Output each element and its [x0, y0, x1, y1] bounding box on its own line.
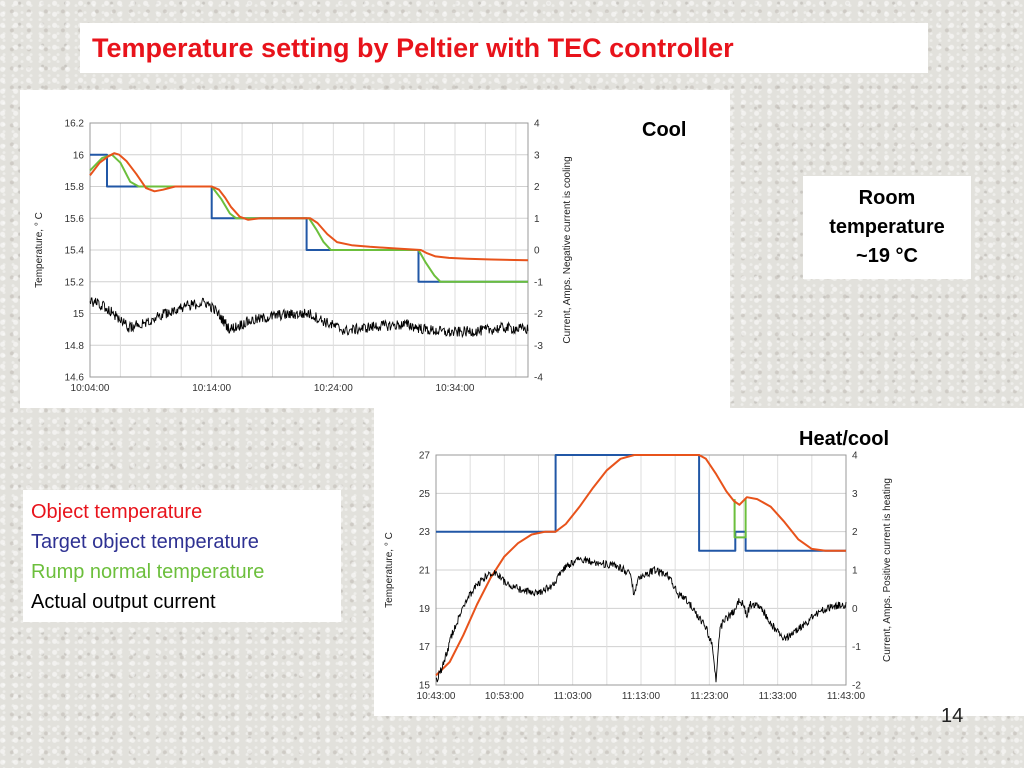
heatcool-label: Heat/cool [799, 428, 890, 450]
y2-tick-label: 1 [852, 566, 858, 577]
cool-chart-panel: 14.6 14.8 15 15.2 15.4 15.6 15.8 16 16.2 -4 -3 -2 -1… [20, 90, 730, 408]
slide-title: Temperature setting by Peltier with TEC … [92, 32, 734, 63]
ramp-series-line [733, 499, 747, 539]
room-temperature-note: Room temperature ~19 °C [803, 176, 971, 279]
target-series-line [436, 454, 846, 552]
legend-item-object: Object temperature [31, 501, 203, 523]
x-tick-label: 11:43:00 [827, 691, 866, 702]
x-tick-label: 10:43:00 [417, 691, 456, 702]
y2-tick-label: -4 [534, 373, 543, 384]
y2-tick-label: 1 [534, 214, 540, 225]
y2-axis-title: Current, Amps. Positive current is heati… [882, 478, 893, 662]
legend-item-current: Actual output current [31, 591, 216, 613]
object-series-line [435, 454, 846, 677]
y-tick-label: 15.6 [65, 214, 85, 225]
y-tick-label: 21 [419, 566, 431, 577]
y2-tick-label: 0 [534, 246, 540, 257]
ramp-series-line [89, 153, 528, 283]
room-line-2: temperature [829, 216, 945, 238]
x-tick-label: 11:13:00 [622, 691, 661, 702]
y-tick-label: 15 [419, 681, 431, 692]
y-axis-title: Temperature, ° C [384, 532, 395, 608]
y-axis-title: Temperature, ° C [34, 212, 45, 288]
y2-tick-label: 3 [852, 489, 858, 500]
object-series-line [89, 152, 529, 262]
y2-tick-label: -2 [534, 309, 543, 320]
y2-tick-label: 2 [852, 527, 858, 538]
y-tick-label: 14.8 [65, 341, 85, 352]
x-tick-label: 10:04:00 [71, 383, 110, 394]
room-line-1: Room [858, 187, 916, 209]
room-line-3: ~19 °C [856, 245, 918, 267]
y-tick-label: 16 [73, 150, 85, 161]
heatcool-chart-panel: 15 17 19 21 23 25 27 -2 -1 0 1 2 3 4 10:43:00 10:53:00 1… [374, 408, 1024, 716]
y-tick-label: 17 [419, 642, 431, 653]
y-tick-label: 14.6 [65, 373, 85, 384]
y-tick-label: 19 [419, 604, 431, 615]
x-tick-label: 10:24:00 [314, 383, 353, 394]
y-tick-label: 27 [419, 451, 431, 462]
current-series-line [435, 556, 847, 683]
y2-tick-label: 3 [534, 150, 540, 161]
y2-tick-label: 0 [852, 604, 858, 615]
y2-tick-label: -1 [852, 642, 861, 653]
y2-tick-label: 2 [534, 182, 540, 193]
y-tick-label: 16.2 [65, 119, 85, 130]
title-banner: Temperature setting by Peltier with TEC … [80, 23, 928, 73]
x-tick-label: 10:53:00 [485, 691, 524, 702]
legend: Object temperature Target object tempera… [23, 490, 341, 622]
y2-tick-label: -3 [534, 341, 543, 352]
page-number: 14 [941, 705, 964, 727]
y-tick-label: 15.4 [65, 246, 85, 257]
cool-chart: 14.6 14.8 15 15.2 15.4 15.6 15.8 16 16.2 -4 -3 -2 -1… [34, 119, 573, 395]
legend-item-ramp: Rump normal temperature [31, 561, 265, 583]
y2-tick-label: 4 [852, 451, 858, 462]
y-tick-label: 15 [73, 309, 85, 320]
y-tick-label: 15.2 [65, 277, 85, 288]
y2-tick-label: 4 [534, 119, 540, 130]
cool-label: Cool [642, 119, 687, 141]
x-tick-label: 11:03:00 [554, 691, 593, 702]
x-tick-label: 10:34:00 [436, 383, 475, 394]
y-tick-label: 15.8 [65, 182, 85, 193]
y2-axis-title: Current, Amps. Negative current is cooli… [562, 156, 573, 343]
plot-frame [89, 122, 529, 378]
x-tick-label: 10:14:00 [192, 383, 231, 394]
x-tick-label: 11:33:00 [759, 691, 798, 702]
x-tick-label: 11:23:00 [690, 691, 729, 702]
y2-tick-label: -2 [852, 681, 861, 692]
legend-item-target: Target object temperature [31, 531, 259, 553]
y-tick-label: 25 [419, 489, 431, 500]
current-series-line [89, 297, 529, 339]
y2-tick-label: -1 [534, 277, 543, 288]
y-tick-label: 23 [419, 527, 431, 538]
